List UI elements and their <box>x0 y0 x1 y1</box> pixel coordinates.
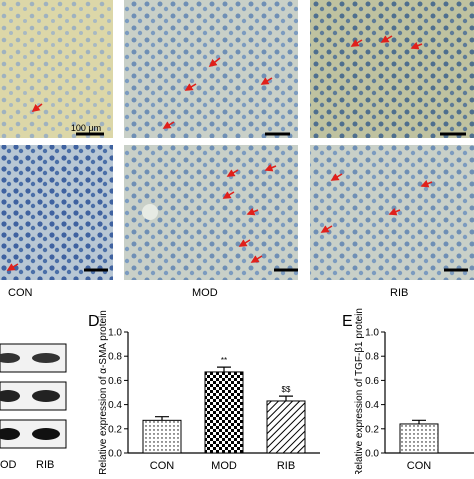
y-tick-label: 1.0 <box>365 328 379 339</box>
western-blot <box>0 343 67 449</box>
scale-bars <box>76 132 468 272</box>
arrows <box>6 35 433 271</box>
blot-label: OD <box>0 459 17 471</box>
blot-label: RIB <box>36 459 54 471</box>
y-tick-label: 0.6 <box>108 376 122 387</box>
x-tick-label: CON <box>407 460 432 472</box>
x-tick-label: MOD <box>211 460 237 472</box>
x-tick-label: RIB <box>277 460 295 472</box>
group-label: CON <box>8 287 33 299</box>
micrograph <box>0 0 113 138</box>
y-tick-label: 0.4 <box>365 400 379 411</box>
panel-letter: E <box>342 313 353 330</box>
scale-bar-label: 100 μm <box>71 123 101 133</box>
y-axis-label: Relative expression of α-SMA protein <box>98 310 109 474</box>
group-label: MOD <box>192 287 218 299</box>
panel-letter: D <box>88 313 100 330</box>
x-tick-label: CON <box>150 460 175 472</box>
micrograph <box>310 0 474 138</box>
bar <box>142 419 182 454</box>
bar <box>204 371 244 454</box>
vessel <box>142 204 158 220</box>
y-tick-label: 1.0 <box>108 328 122 339</box>
significance-label: ** <box>221 356 227 365</box>
error-bar <box>217 366 231 372</box>
y-axis-label: Relative expression of TGF-β1 protein <box>354 308 365 474</box>
error-bar <box>412 419 426 424</box>
y-tick-label: 0.0 <box>108 449 122 460</box>
significance-label: $$ <box>282 385 291 394</box>
group-label: RIB <box>390 287 408 299</box>
error-bar <box>155 416 169 421</box>
bar <box>266 400 306 454</box>
y-tick-label: 0.8 <box>365 352 379 363</box>
bar <box>399 423 439 454</box>
y-tick-label: 0.4 <box>108 400 122 411</box>
y-tick-label: 0.2 <box>365 424 379 435</box>
y-tick-label: 0.2 <box>108 424 122 435</box>
y-tick-label: 0.8 <box>108 352 122 363</box>
micrograph <box>124 0 298 138</box>
micrograph <box>0 145 113 280</box>
error-bar <box>279 395 293 401</box>
y-tick-label: 0.0 <box>365 449 379 460</box>
y-tick-label: 0.6 <box>365 376 379 387</box>
